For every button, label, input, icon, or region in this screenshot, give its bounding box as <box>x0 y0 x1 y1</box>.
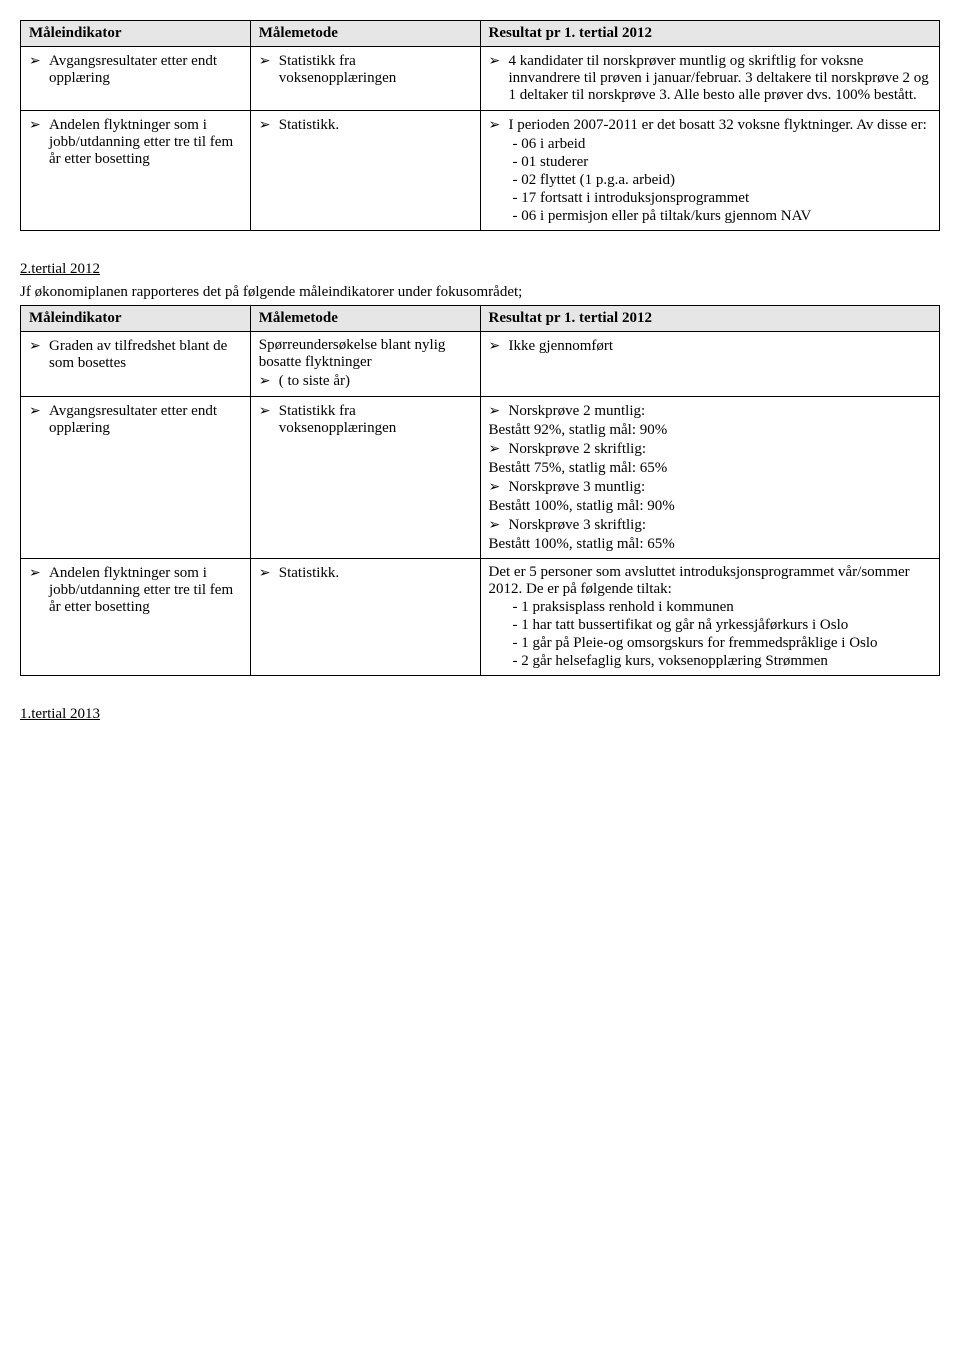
table-2-header-3: Resultat pr 1. tertial 2012 <box>480 306 940 332</box>
table-1-header-1: Måleindikator <box>21 21 251 47</box>
bullet-item: ( to siste år) <box>259 373 472 390</box>
bullet-item: Avgangsresultater etter endt opplæring <box>29 53 242 87</box>
sub-item: - 01 studerer <box>489 154 932 171</box>
section-3-heading: 1.tertial 2013 <box>20 706 940 723</box>
plain-text: Spørreundersøkelse blant nylig bosatte f… <box>259 337 472 371</box>
sub-item: - 06 i permisjon eller på tiltak/kurs gj… <box>489 208 932 225</box>
table-row: Andelen flyktninger som i jobb/utdanning… <box>21 111 940 231</box>
bullet-item: Statistikk fra voksenopplæringen <box>259 53 472 87</box>
cell: Andelen flyktninger som i jobb/utdanning… <box>21 559 251 676</box>
table-1-header-3: Resultat pr 1. tertial 2012 <box>480 21 940 47</box>
cell: Det er 5 personer som avsluttet introduk… <box>480 559 940 676</box>
table-2-header-row: Måleindikator Målemetode Resultat pr 1. … <box>21 306 940 332</box>
table-1: Måleindikator Målemetode Resultat pr 1. … <box>20 20 940 231</box>
bullet-item: Andelen flyktninger som i jobb/utdanning… <box>29 117 242 168</box>
table-1-header-2: Målemetode <box>250 21 480 47</box>
table-2-header-2: Målemetode <box>250 306 480 332</box>
bullet-item: Norskprøve 2 skriftlig: <box>489 441 932 458</box>
sub-item: - 06 i arbeid <box>489 136 932 153</box>
bullet-item: Norskprøve 2 muntlig: <box>489 403 932 420</box>
plain-text: Det er 5 personer som avsluttet introduk… <box>489 564 932 598</box>
bullet-item: 4 kandidater til norskprøver muntlig og … <box>489 53 932 104</box>
table-row: Graden av tilfredshet blant de som boset… <box>21 332 940 397</box>
table-2-header-1: Måleindikator <box>21 306 251 332</box>
plain-text: Bestått 100%, statlig mål: 65% <box>489 536 932 553</box>
table-2: Måleindikator Målemetode Resultat pr 1. … <box>20 305 940 676</box>
plain-text: Bestått 100%, statlig mål: 90% <box>489 498 932 515</box>
cell: 4 kandidater til norskprøver muntlig og … <box>480 47 940 111</box>
cell: Statistikk. <box>250 559 480 676</box>
cell: Statistikk. <box>250 111 480 231</box>
bullet-item: Statistikk. <box>259 117 472 134</box>
bullet-item: Ikke gjennomført <box>489 338 932 355</box>
bullet-item: Norskprøve 3 muntlig: <box>489 479 932 496</box>
bullet-item: I perioden 2007-2011 er det bosatt 32 vo… <box>489 117 932 134</box>
sub-item: - 02 flyttet (1 p.g.a. arbeid) <box>489 172 932 189</box>
cell: Norskprøve 2 muntlig: Bestått 92%, statl… <box>480 397 940 559</box>
bullet-item: Andelen flyktninger som i jobb/utdanning… <box>29 565 242 616</box>
cell: Avgangsresultater etter endt opplæring <box>21 397 251 559</box>
table-row: Andelen flyktninger som i jobb/utdanning… <box>21 559 940 676</box>
cell: Statistikk fra voksenopplæringen <box>250 47 480 111</box>
cell: Graden av tilfredshet blant de som boset… <box>21 332 251 397</box>
bullet-item: Norskprøve 3 skriftlig: <box>489 517 932 534</box>
cell: Statistikk fra voksenopplæringen <box>250 397 480 559</box>
bullet-item: Avgangsresultater etter endt opplæring <box>29 403 242 437</box>
sub-item: - 1 har tatt bussertifikat og går nå yrk… <box>489 617 932 634</box>
cell: Spørreundersøkelse blant nylig bosatte f… <box>250 332 480 397</box>
table-row: Avgangsresultater etter endt opplæring S… <box>21 47 940 111</box>
cell: Andelen flyktninger som i jobb/utdanning… <box>21 111 251 231</box>
bullet-item: Statistikk. <box>259 565 472 582</box>
cell: Avgangsresultater etter endt opplæring <box>21 47 251 111</box>
cell: I perioden 2007-2011 er det bosatt 32 vo… <box>480 111 940 231</box>
cell: Ikke gjennomført <box>480 332 940 397</box>
sub-item: - 1 praksisplass renhold i kommunen <box>489 599 932 616</box>
plain-text: Bestått 75%, statlig mål: 65% <box>489 460 932 477</box>
table-row: Avgangsresultater etter endt opplæring S… <box>21 397 940 559</box>
section-2-heading: 2.tertial 2012 <box>20 261 940 278</box>
sub-item: - 17 fortsatt i introduksjonsprogrammet <box>489 190 932 207</box>
plain-text: Bestått 92%, statlig mål: 90% <box>489 422 932 439</box>
sub-item: - 1 går på Pleie-og omsorgskurs for frem… <box>489 635 932 652</box>
bullet-item: Statistikk fra voksenopplæringen <box>259 403 472 437</box>
table-1-header-row: Måleindikator Målemetode Resultat pr 1. … <box>21 21 940 47</box>
section-2-intro: Jf økonomiplanen rapporteres det på følg… <box>20 284 940 301</box>
bullet-item: Graden av tilfredshet blant de som boset… <box>29 338 242 372</box>
sub-item: - 2 går helsefaglig kurs, voksenopplærin… <box>489 653 932 670</box>
